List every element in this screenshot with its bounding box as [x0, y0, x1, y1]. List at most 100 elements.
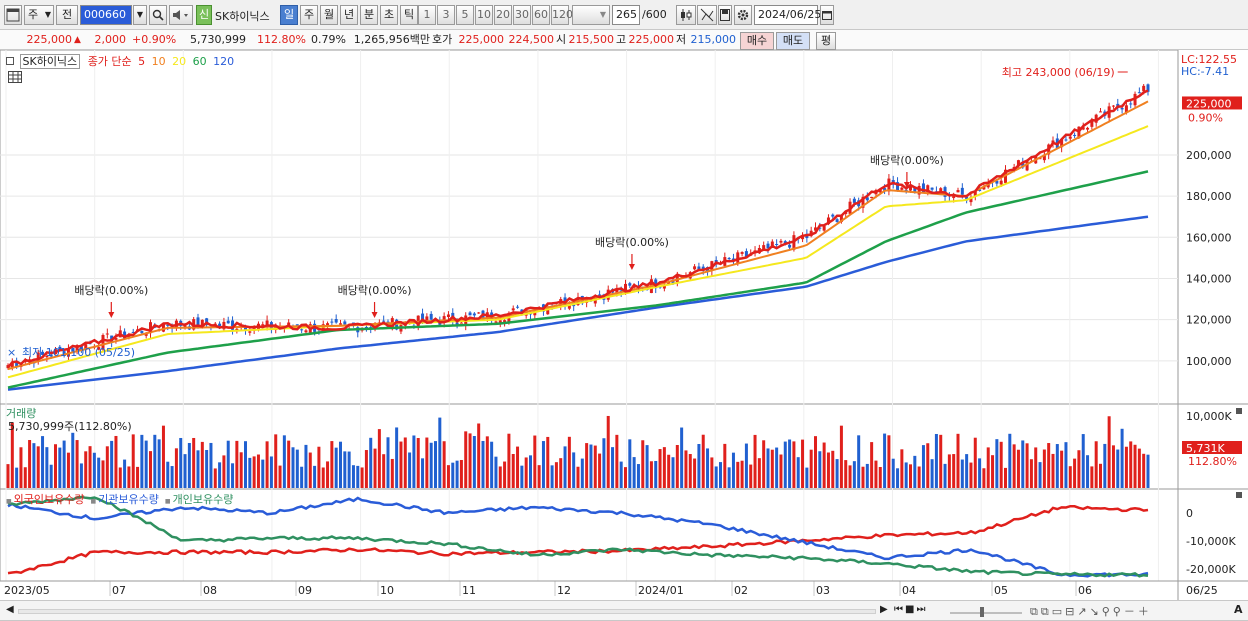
- interval-button[interactable]: 초: [380, 5, 398, 25]
- lc-value: LC:122.55: [1181, 53, 1238, 66]
- scroll-track[interactable]: [18, 609, 876, 614]
- interval-button[interactable]: 일: [280, 5, 298, 25]
- annotation-arrowhead: [371, 312, 378, 318]
- interval-button[interactable]: 틱: [400, 5, 418, 25]
- chevron-down-icon[interactable]: ▼: [133, 5, 147, 25]
- candle-body: [762, 245, 766, 250]
- volume-bar: [939, 434, 943, 488]
- volume-bar: [334, 447, 338, 488]
- calendar-icon[interactable]: [820, 5, 834, 25]
- playback-controls[interactable]: ⏮■⏭: [894, 604, 928, 615]
- volume-bar: [79, 463, 83, 488]
- volume-bar: [1094, 441, 1098, 488]
- holdings-legend-item: 외국인보유수량: [13, 493, 85, 506]
- volume-bar: [645, 445, 649, 488]
- volume-last-label: 5,731K: [1186, 442, 1225, 455]
- volume-bar: [36, 446, 40, 488]
- open-price: 215,500: [568, 33, 615, 46]
- volume-bar: [982, 468, 986, 488]
- minute-button[interactable]: 60: [532, 5, 550, 25]
- minute-button[interactable]: 10: [475, 5, 493, 25]
- price-axis-label: 140,000: [1186, 272, 1232, 285]
- volume-bar: [744, 443, 748, 488]
- candle-body: [930, 187, 934, 190]
- candle-body: [425, 316, 429, 322]
- minute-button[interactable]: 1: [418, 5, 436, 25]
- table-icon[interactable]: [8, 71, 22, 86]
- stock-tag[interactable]: SK하이닉스: [19, 54, 81, 69]
- candle-body: [909, 185, 912, 191]
- volume-bar: [1034, 447, 1038, 488]
- interval-button[interactable]: 분: [360, 5, 378, 25]
- minute-button[interactable]: 3: [437, 5, 455, 25]
- volume-bar: [921, 445, 925, 488]
- buy-button[interactable]: 매수: [740, 32, 774, 50]
- date-input[interactable]: 2024/06/25: [754, 5, 821, 25]
- volume-bar: [1120, 428, 1124, 488]
- candle-body: [200, 319, 204, 327]
- chart-menu-icon[interactable]: [6, 57, 14, 65]
- volume-bar: [6, 464, 10, 488]
- sell-button[interactable]: 매도: [776, 32, 810, 50]
- candle-body: [459, 322, 463, 324]
- interval-button[interactable]: 년: [340, 5, 358, 25]
- candle-body: [1137, 92, 1141, 94]
- volume-bar: [477, 423, 481, 488]
- candle-body: [697, 266, 701, 270]
- candle-type-icon[interactable]: [676, 5, 696, 25]
- volume-bar: [326, 461, 330, 488]
- window-icon[interactable]: [4, 5, 22, 25]
- volume-bar: [770, 449, 774, 488]
- holdings-legend: ■ 외국인보유수량 ■ 기관보유수량 ■ 개인보유수량: [4, 491, 237, 507]
- speaker-icon[interactable]: [169, 5, 193, 25]
- volume-bar: [218, 462, 222, 488]
- gear-icon[interactable]: [734, 5, 752, 25]
- minute-button[interactable]: 30: [513, 5, 531, 25]
- ma-legend-item: 20: [168, 55, 187, 68]
- open-label: 시: [556, 33, 567, 46]
- x-axis-label: 12: [557, 584, 571, 597]
- volume-bar: [399, 441, 403, 488]
- candle-body: [261, 324, 265, 327]
- candle-body: [15, 361, 19, 368]
- volume-last-box: [1182, 441, 1242, 454]
- stock-chart[interactable]: 배당락(0.00%) 배당락(0.00%) 배당락(0.00%) 배당락(0.00%)…: [0, 50, 1248, 621]
- search-icon[interactable]: [149, 5, 167, 25]
- stock-code-input[interactable]: 000660: [80, 5, 132, 25]
- volume-bar: [818, 451, 822, 488]
- period-type-select[interactable]: 주 ▼: [24, 5, 54, 25]
- scroll-right-icon[interactable]: ▶: [880, 604, 888, 615]
- scroll-left-icon[interactable]: ◀: [6, 604, 14, 615]
- low-price: 215,000: [690, 33, 737, 46]
- prev-button[interactable]: 전: [56, 5, 78, 25]
- volume-bar: [1090, 466, 1094, 488]
- volume-bar: [317, 446, 321, 488]
- volume-bar: [209, 442, 213, 488]
- minute-button[interactable]: 5: [456, 5, 474, 25]
- minute-button[interactable]: 20: [494, 5, 512, 25]
- interval-button[interactable]: 월: [320, 5, 338, 25]
- candle-body: [973, 190, 977, 197]
- chevron-down-icon: ▼: [44, 10, 51, 19]
- candle-body: [775, 243, 779, 245]
- evaluate-button[interactable]: 평: [816, 32, 836, 50]
- volume-bar: [503, 461, 507, 488]
- crosshair-icon[interactable]: [697, 5, 717, 25]
- drawing-tools[interactable]: ⧉⧉▭⊟↗↘⚲⚲－＋: [1030, 605, 1152, 618]
- candle-body: [75, 344, 79, 352]
- save-icon[interactable]: [718, 5, 732, 25]
- volume-bar: [1068, 466, 1072, 488]
- candle-body: [10, 363, 14, 368]
- volume-bar: [140, 434, 144, 488]
- volume-bar: [347, 451, 351, 488]
- minute-select[interactable]: ▼: [572, 5, 610, 25]
- count-input[interactable]: 265: [612, 5, 640, 25]
- minute-button[interactable]: 120: [551, 5, 573, 25]
- ma-legend-item: 120: [209, 55, 235, 68]
- volume-bar: [887, 435, 891, 488]
- x-axis-label: 2024/01: [638, 584, 684, 597]
- text-tool-icon[interactable]: A: [1234, 603, 1243, 616]
- interval-button[interactable]: 주: [300, 5, 318, 25]
- volume-bar: [839, 425, 843, 488]
- zoom-slider[interactable]: [950, 605, 1022, 617]
